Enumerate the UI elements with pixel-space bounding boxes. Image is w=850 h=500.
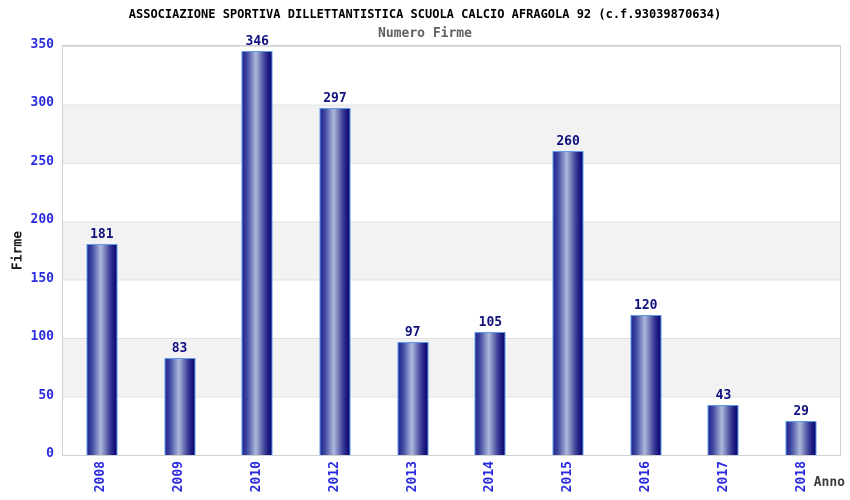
y-tick-label-250: 250 [30,153,54,169]
x-tick-slot: 2010 [218,461,296,492]
bar-value-label: 97 [404,324,421,340]
bar-slot-2017: 43 [685,46,763,455]
bar-slot-2015: 260 [529,46,607,455]
bar-value-label: 105 [478,315,503,331]
x-tick-label-2008: 2008 [92,461,108,493]
bar-2008: 181 [86,227,118,455]
bar-value-label: 43 [715,387,732,403]
x-tick-label-2014: 2014 [482,461,498,493]
x-tick-label-2016: 2016 [638,461,654,493]
y-tick-label-0: 0 [46,446,54,461]
bar-slot-2010: 346 [218,34,296,455]
bar-value-label: 120 [634,297,658,313]
bar-2009: 83 [164,341,196,455]
bar-value-label: 346 [245,33,269,49]
bar-slot-2014: 105 [452,46,530,455]
chart-title: ASSOCIAZIONE SPORTIVA DILLETTANTISTICA S… [128,7,722,21]
bar-2015: 260 [552,134,584,455]
x-tick-label-2017: 2017 [716,461,732,493]
x-tick-slot: 2014 [452,461,530,492]
x-tick-label-2018: 2018 [794,461,810,493]
x-tick-label-2012: 2012 [326,461,342,493]
bar-slot-2016: 120 [607,46,685,455]
bar-value-label: 83 [171,341,188,357]
y-tick-label-300: 300 [30,95,54,111]
bar-2018: 29 [785,404,817,455]
x-axis-title: Anno [813,475,845,490]
x-tick-slot: 2013 [374,461,452,492]
bar-2012: 297 [319,91,351,455]
x-axis-ticks: 2008 2009 2010 2012 2013 2014 2015 2016 2017 2018 [62,461,841,492]
bar-2010: 346 [241,34,273,455]
y-tick-label-50: 50 [38,387,54,403]
x-tick-slot: 2016 [607,461,685,492]
x-tick-label-2009: 2009 [170,461,186,493]
plot-area: 181 83 346 297 97 105 260 120 43 29 [62,34,841,456]
bar-value-label: 181 [90,226,114,242]
bar-slot-2013: 97 [374,46,452,455]
bar-slot-2009: 83 [141,46,219,455]
bar-2017: 43 [707,388,739,455]
bar-value-label: 260 [556,134,580,150]
bar-slot-2012: 297 [296,46,374,455]
bar-slot-2008: 181 [63,46,141,455]
bar-2013: 97 [397,325,429,455]
y-tick-label-200: 200 [30,212,54,228]
bar-slot-2018: 29 [762,46,840,455]
y-tick-label-150: 150 [30,270,54,286]
y-tick-label-100: 100 [30,329,54,345]
x-tick-slot: 2009 [140,461,218,492]
x-tick-label-2010: 2010 [248,461,264,493]
y-tick-label-350: 350 [30,37,54,52]
x-tick-slot: 2015 [529,461,607,492]
x-tick-slot: 2017 [685,461,763,492]
x-tick-label-2013: 2013 [404,461,420,493]
x-tick-slot: 2008 [62,461,140,492]
bar-2014: 105 [474,315,506,455]
x-tick-slot: 2012 [296,461,374,492]
bars-row: 181 83 346 297 97 105 260 120 43 29 [63,34,840,455]
bar-2016: 120 [630,298,662,455]
bar-value-label: 29 [793,404,809,420]
chart-subtitle: Numero Firme [378,26,472,41]
bar-value-label: 297 [323,90,347,106]
x-tick-label-2015: 2015 [560,461,576,493]
